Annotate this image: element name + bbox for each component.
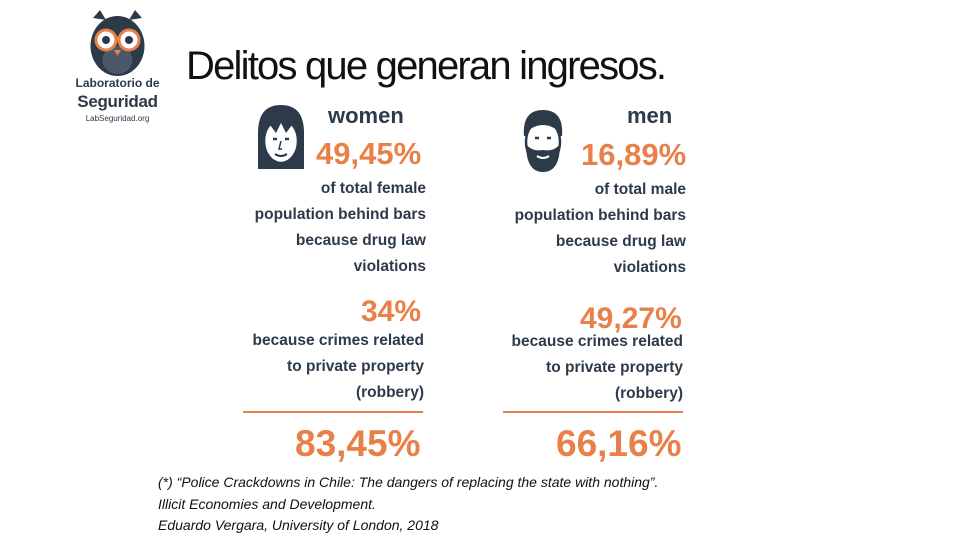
- woman-face-icon: [258, 105, 304, 169]
- men-property-desc-line: (robbery): [614, 385, 683, 402]
- men-label: men: [627, 103, 673, 128]
- women-property-pct: 34%: [361, 295, 422, 328]
- women-total-pct: 83,45%: [295, 423, 421, 464]
- men-property-desc-line: to private property: [546, 359, 683, 376]
- logo-url: LabSeguridad.org: [85, 114, 150, 123]
- women-drug-desc-line: because drug law: [295, 232, 426, 249]
- men-total-pct: 66,16%: [556, 423, 682, 464]
- women-drug-desc-line: of total female: [320, 180, 426, 197]
- logo: Laboratorio de Seguridad LabSeguridad.or…: [60, 8, 175, 126]
- men-property-desc: because crimes related to private proper…: [490, 329, 683, 407]
- citation: (*) “Police Crackdowns in Chile: The dan…: [158, 472, 658, 537]
- owl-logo-icon: [90, 10, 145, 76]
- men-property-desc-line: because crimes related: [511, 333, 683, 350]
- men-divider: [503, 411, 683, 413]
- men-drug-desc-line: violations: [613, 259, 686, 276]
- women-drug-desc-line: population behind bars: [254, 206, 426, 223]
- women-label: women: [328, 103, 404, 128]
- women-drug-desc: of total female population behind bars b…: [240, 176, 426, 280]
- logo-line2: Seguridad: [77, 92, 158, 111]
- women-property-desc-line: (robbery): [355, 384, 424, 401]
- man-beard-face-icon: [523, 110, 563, 172]
- women-drug-desc-line: violations: [353, 258, 426, 275]
- citation-line: Illicit Economies and Development.: [158, 495, 376, 512]
- women-drug-pct: 49,45%: [316, 136, 422, 171]
- men-drug-desc: of total male population behind bars bec…: [498, 177, 686, 281]
- women-property-desc-line: to private property: [287, 358, 424, 375]
- men-drug-desc-line: because drug law: [555, 233, 686, 250]
- citation-line: (*) “Police Crackdowns in Chile: The dan…: [158, 474, 659, 490]
- citation-line: Eduardo Vergara, University of London, 2…: [158, 517, 439, 533]
- women-property-desc-line: because crimes related: [252, 332, 424, 349]
- women-divider: [243, 411, 423, 413]
- men-property-pct: 49,27%: [580, 302, 682, 335]
- men-drug-desc-line: of total male: [594, 181, 686, 198]
- men-drug-pct: 16,89%: [581, 137, 687, 172]
- women-property-desc: because crimes related to private proper…: [230, 328, 424, 406]
- logo-line1: Laboratorio de: [75, 76, 160, 90]
- men-drug-desc-line: population behind bars: [514, 207, 686, 224]
- page-title: Delitos que generan ingresos.: [186, 44, 667, 88]
